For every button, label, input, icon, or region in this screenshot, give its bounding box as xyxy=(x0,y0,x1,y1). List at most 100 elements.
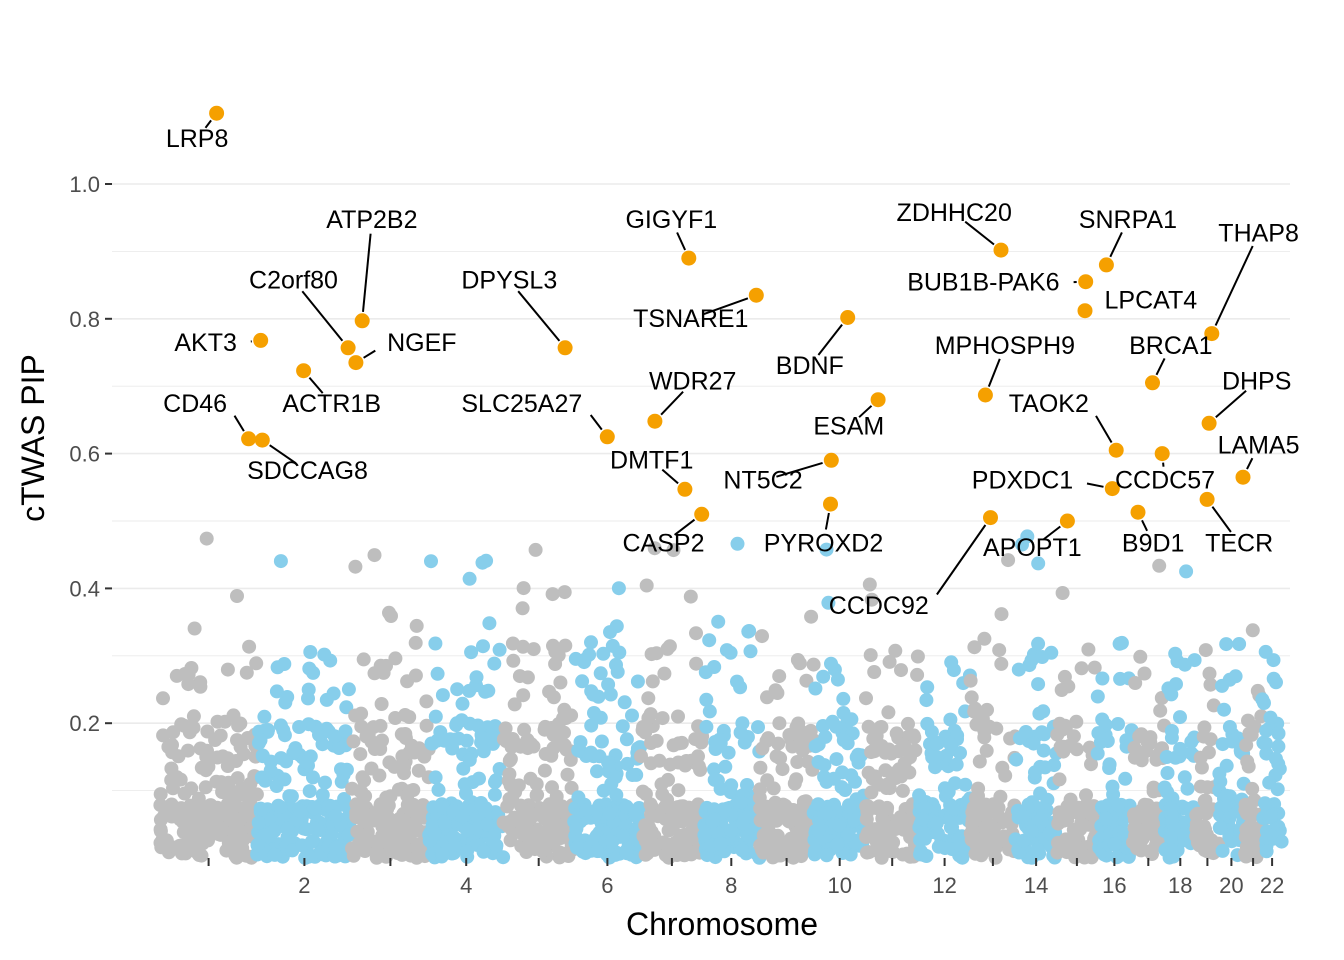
x-axis: 2 4 6 8 10 12 14 16 18 20 22 xyxy=(207,858,1284,898)
data-point xyxy=(1009,752,1024,767)
data-point xyxy=(619,732,634,747)
data-point xyxy=(1090,689,1105,704)
data-point xyxy=(755,741,770,756)
data-point xyxy=(709,825,724,840)
data-point xyxy=(1024,824,1039,839)
data-point xyxy=(992,643,1007,658)
data-point xyxy=(488,775,502,790)
data-point xyxy=(350,824,365,839)
data-point xyxy=(916,826,931,841)
data-point xyxy=(348,708,363,723)
data-point xyxy=(1245,781,1260,796)
data-point xyxy=(1132,729,1147,744)
data-point xyxy=(181,677,196,692)
data-point xyxy=(538,719,553,734)
data-point xyxy=(1015,809,1030,824)
data-point xyxy=(1090,746,1105,761)
data-point xyxy=(593,666,608,681)
data-point xyxy=(523,771,538,786)
data-point xyxy=(454,713,469,728)
data-point xyxy=(1179,801,1194,816)
leader-line xyxy=(673,518,696,536)
data-point xyxy=(870,832,885,847)
data-point xyxy=(348,559,363,574)
highlighted-point-mphosph9 xyxy=(977,387,993,403)
leader-line xyxy=(1214,245,1254,326)
data-point xyxy=(500,799,515,814)
gene-label-slc25a27: SLC25A27 xyxy=(461,390,582,418)
data-point xyxy=(515,801,530,816)
data-point xyxy=(373,799,388,814)
data-point xyxy=(1016,833,1031,848)
data-point xyxy=(906,728,921,743)
data-point xyxy=(270,660,285,675)
data-point xyxy=(685,823,700,838)
data-point xyxy=(647,541,662,556)
data-point xyxy=(428,770,443,785)
data-point xyxy=(169,840,184,855)
highlighted-point-bdnf xyxy=(840,310,856,325)
data-point xyxy=(392,811,407,826)
data-point xyxy=(849,750,864,765)
data-point xyxy=(269,684,284,699)
data-point xyxy=(492,642,507,657)
leader-line xyxy=(204,119,212,129)
gene-label-casp2: CASP2 xyxy=(623,529,705,557)
data-point xyxy=(417,749,432,764)
data-point xyxy=(307,801,322,816)
data-point xyxy=(226,708,241,723)
highlighted-point-dpysl3 xyxy=(557,340,573,356)
leader-line xyxy=(660,391,684,416)
data-point xyxy=(836,691,851,706)
data-point xyxy=(292,720,307,734)
data-point xyxy=(699,719,714,734)
data-point xyxy=(674,735,689,750)
gene-label-akt3: AKT3 xyxy=(174,329,237,357)
highlighted-point-sdccag8 xyxy=(254,432,270,448)
data-point xyxy=(553,675,568,690)
highlighted-point-apopt1 xyxy=(1059,513,1075,529)
data-point xyxy=(663,757,678,772)
data-point xyxy=(775,762,790,777)
data-point xyxy=(733,680,748,695)
data-point xyxy=(1061,679,1076,694)
data-point xyxy=(230,589,244,603)
data-point xyxy=(1202,666,1217,681)
data-point xyxy=(1128,676,1143,690)
data-point xyxy=(478,684,493,699)
data-point xyxy=(965,805,980,820)
data-point xyxy=(658,799,673,814)
data-point xyxy=(503,833,518,848)
leader-line xyxy=(1109,231,1123,258)
data-point xyxy=(1073,822,1088,837)
data-point xyxy=(765,799,780,814)
data-point xyxy=(354,719,369,734)
data-point xyxy=(674,799,688,814)
data-point xyxy=(413,804,428,819)
data-point xyxy=(209,774,224,789)
highlighted-point-tecr xyxy=(1199,491,1215,507)
leader-line xyxy=(301,290,344,342)
data-point xyxy=(953,837,968,852)
data-point xyxy=(273,800,288,814)
data-point xyxy=(679,754,694,768)
data-point xyxy=(332,741,346,755)
data-point xyxy=(579,803,594,817)
data-point xyxy=(203,798,218,813)
data-point xyxy=(655,711,670,726)
highlighted-point-atp2b2 xyxy=(354,313,370,329)
data-point xyxy=(639,578,654,593)
data-point xyxy=(526,642,541,657)
data-point xyxy=(277,772,292,787)
data-point xyxy=(929,736,944,751)
data-point xyxy=(1112,636,1127,651)
data-point xyxy=(355,770,370,785)
data-point xyxy=(437,815,452,830)
data-point xyxy=(1157,780,1172,795)
data-point xyxy=(257,709,272,724)
data-point xyxy=(341,682,356,697)
highlighted-point-casp2 xyxy=(694,506,710,522)
data-point xyxy=(530,787,545,802)
data-point xyxy=(198,780,213,795)
leader-line xyxy=(1042,525,1061,541)
